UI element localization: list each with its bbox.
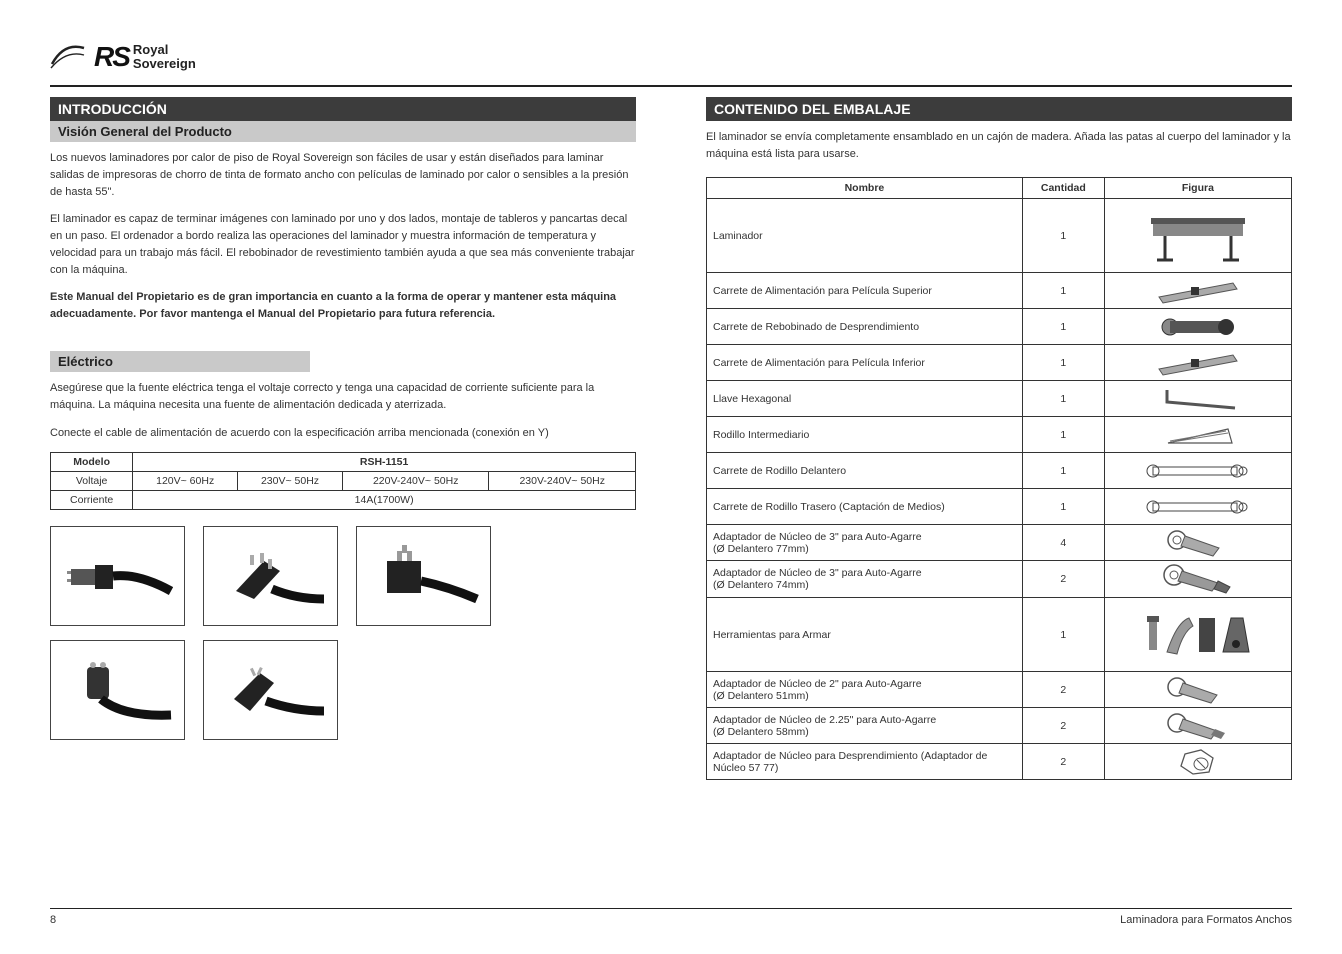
row-11-qty: 2	[1022, 672, 1104, 708]
header-rule	[50, 85, 1292, 87]
row-5-name: Rodillo Intermediario	[707, 417, 1023, 453]
electrical-para-1: Asegúrese que la fuente eléctrica tenga …	[50, 380, 636, 414]
row-10-name: Herramientas para Armar	[707, 598, 1023, 672]
plug-us-icon	[50, 526, 185, 626]
overview-para-2: El laminador es capaz de terminar imágen…	[50, 211, 636, 279]
row-0-qty: 1	[1022, 199, 1104, 273]
rear-roller-bar-icon	[1104, 489, 1291, 525]
brand-line2: Sovereign	[133, 56, 196, 71]
row-2-name: Carrete de Rebobinado de Desprendimiento	[707, 309, 1023, 345]
release-core-adapter-icon	[1104, 744, 1291, 780]
row-8-name: Adaptador de Núcleo de 3" para Auto-Agar…	[707, 525, 1023, 561]
row-9-name: Adaptador de Núcleo de 3" para Auto-Agar…	[707, 561, 1023, 598]
idler-roller-icon	[1104, 417, 1291, 453]
row-4-name: Llave Hexagonal	[707, 381, 1023, 417]
plug-au-icon	[203, 640, 338, 740]
row-12-qty: 2	[1022, 708, 1104, 744]
spec-v-uk: 230V~ 50Hz	[238, 471, 343, 490]
logo-swoosh-icon	[50, 40, 86, 73]
row-4-qty: 1	[1022, 381, 1104, 417]
spec-th-model-val: RSH-1151	[133, 452, 636, 471]
row-7-name: Carrete de Rodillo Trasero (Captación de…	[707, 489, 1023, 525]
core-adapter-58-icon	[1104, 708, 1291, 744]
contents-table: Nombre Cantidad Figura Laminador 1	[706, 177, 1292, 780]
overview-subheader: Visión General del Producto	[50, 121, 636, 142]
row-3-qty: 1	[1022, 345, 1104, 381]
th-fig: Figura	[1104, 178, 1291, 199]
row-8-qty: 4	[1022, 525, 1104, 561]
spec-th-model: Modelo	[51, 452, 133, 471]
core-adapter-77-icon	[1104, 525, 1291, 561]
spool-bottom-icon	[1104, 345, 1291, 381]
contents-section-header: CONTENIDO DEL EMBALAJE	[706, 97, 1292, 121]
th-qty: Cantidad	[1022, 178, 1104, 199]
spec-v-au: 230V-240V~ 50Hz	[489, 471, 636, 490]
row-9-qty: 2	[1022, 561, 1104, 598]
row-13-name: Adaptador de Núcleo para Desprendimiento…	[707, 744, 1023, 780]
assembly-tools-icon	[1104, 598, 1291, 672]
contents-intro: El laminador se envía completamente ensa…	[706, 129, 1292, 163]
plug-angled-icon	[203, 526, 338, 626]
row-6-qty: 1	[1022, 453, 1104, 489]
page-footer: 8 Laminadora para Formatos Anchos	[50, 908, 1292, 926]
row-12-name: Adaptador de Núcleo de 2.25" para Auto-A…	[707, 708, 1023, 744]
right-column: CONTENIDO DEL EMBALAJE El laminador se e…	[706, 97, 1292, 780]
footer-page-number: 8	[50, 914, 56, 926]
row-11-name: Adaptador de Núcleo de 2" para Auto-Agar…	[707, 672, 1023, 708]
th-name: Nombre	[707, 178, 1023, 199]
rewind-shaft-icon	[1104, 309, 1291, 345]
row-2-qty: 1	[1022, 309, 1104, 345]
footer-doc-title: Laminadora para Formatos Anchos	[1120, 914, 1292, 926]
spec-row-current-label: Corriente	[51, 490, 133, 509]
row-6-name: Carrete de Rodillo Delantero	[707, 453, 1023, 489]
spec-current-val: 14A(1700W)	[133, 490, 636, 509]
plug-eu-icon	[50, 640, 185, 740]
row-1-qty: 1	[1022, 273, 1104, 309]
electrical-subheader: Eléctrico	[50, 351, 310, 372]
row-1-name: Carrete de Alimentación para Película Su…	[707, 273, 1023, 309]
core-adapter-74-icon	[1104, 561, 1291, 598]
left-column: INTRODUCCIÓN Visión General del Producto…	[50, 97, 636, 780]
overview-para-3: Este Manual del Propietario es de gran i…	[50, 289, 636, 323]
overview-para-1: Los nuevos laminadores por calor de piso…	[50, 150, 636, 201]
hex-key-icon	[1104, 381, 1291, 417]
front-roller-bar-icon	[1104, 453, 1291, 489]
row-3-name: Carrete de Alimentación para Película In…	[707, 345, 1023, 381]
spec-v-us: 120V~ 60Hz	[133, 471, 238, 490]
spec-row-voltage-label: Voltaje	[51, 471, 133, 490]
logo-rs: RS	[94, 41, 129, 73]
electrical-para-2: Conecte el cable de alimentación de acue…	[50, 425, 636, 442]
electrical-spec-table: Modelo RSH-1151 Voltaje 120V~ 60Hz 230V~…	[50, 452, 636, 510]
row-0-name: Laminador	[707, 199, 1023, 273]
brand-logo: RS Royal Sovereign	[50, 40, 1292, 73]
intro-section-header: INTRODUCCIÓN	[50, 97, 636, 121]
spool-top-icon	[1104, 273, 1291, 309]
logo-brand-text: Royal Sovereign	[133, 43, 196, 70]
row-5-qty: 1	[1022, 417, 1104, 453]
plug-photo-grid	[50, 526, 636, 740]
plug-uk-icon	[356, 526, 491, 626]
laminator-icon	[1104, 199, 1291, 273]
row-7-qty: 1	[1022, 489, 1104, 525]
core-adapter-51-icon	[1104, 672, 1291, 708]
row-13-qty: 2	[1022, 744, 1104, 780]
row-10-qty: 1	[1022, 598, 1104, 672]
spec-v-eu: 220V-240V~ 50Hz	[342, 471, 489, 490]
